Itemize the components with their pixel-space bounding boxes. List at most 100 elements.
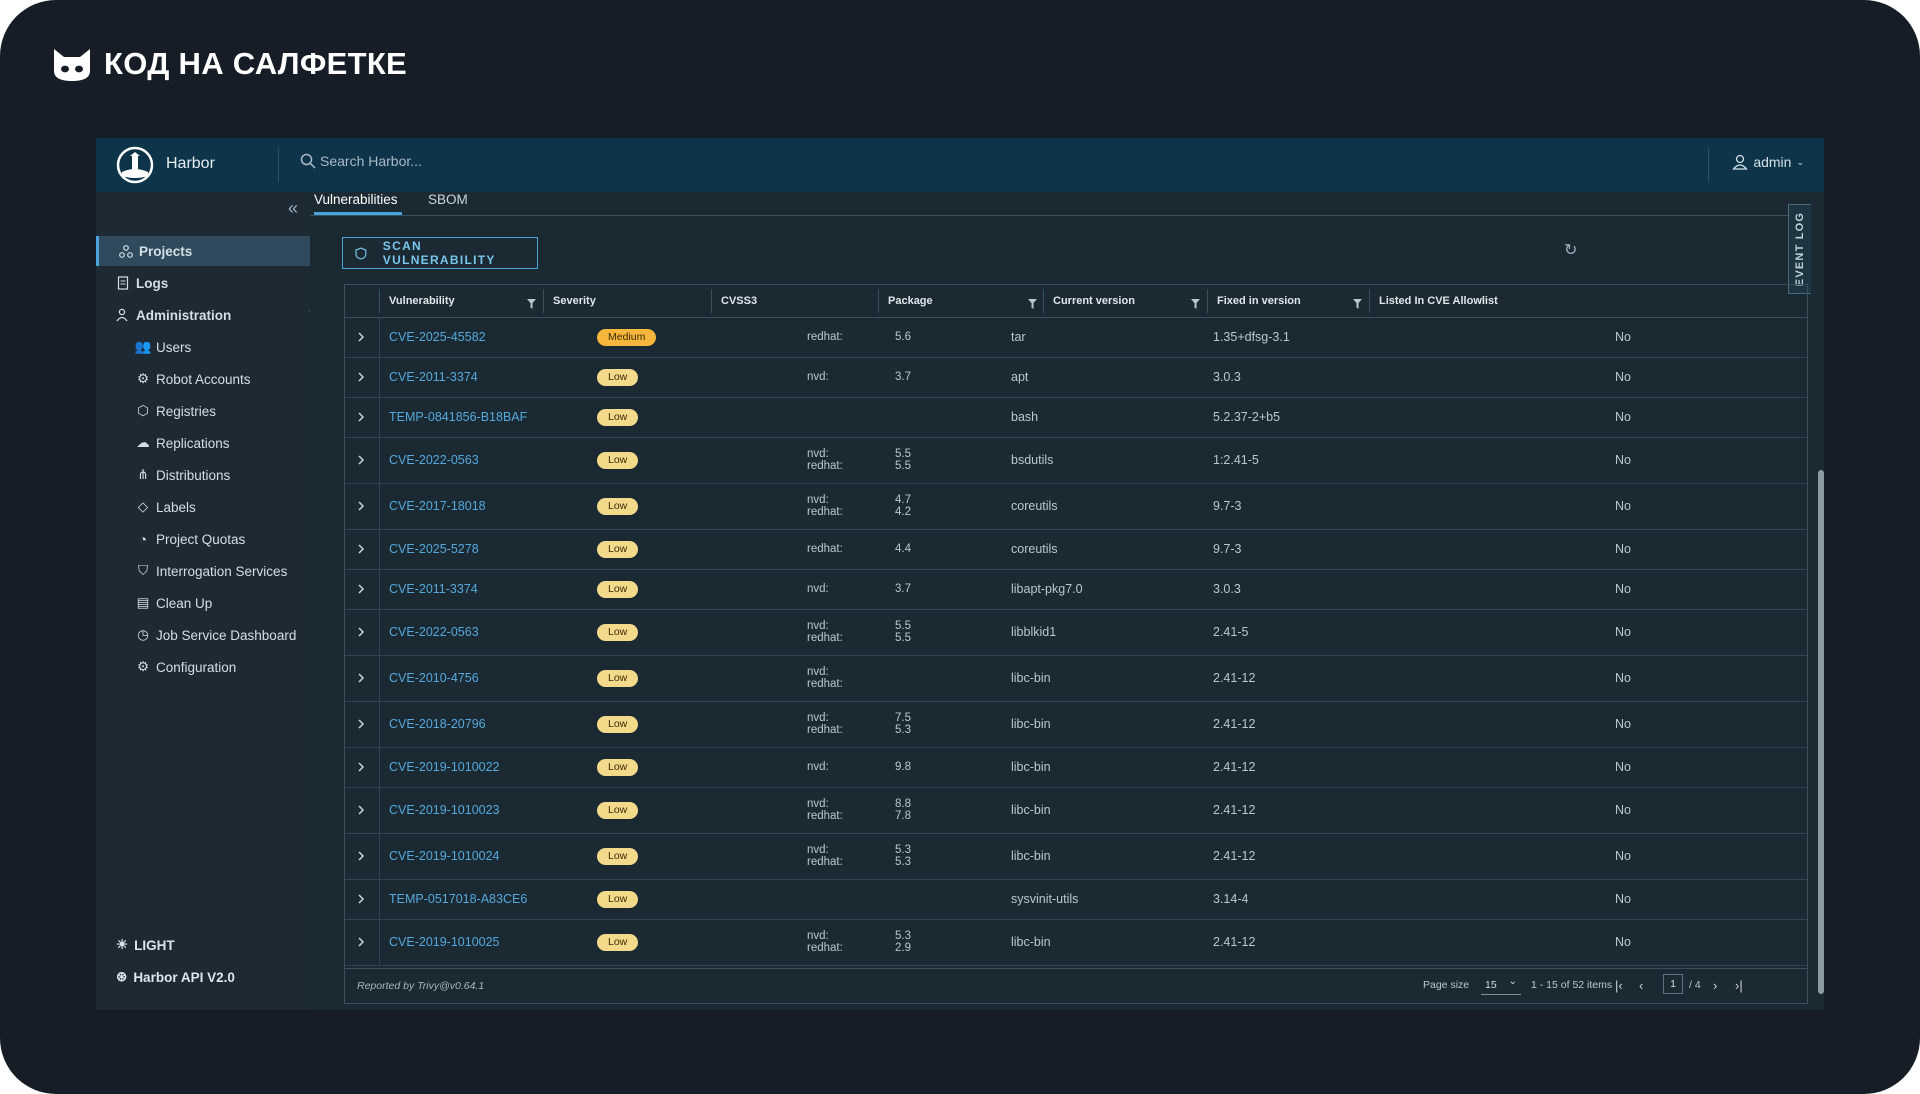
first-page-icon[interactable]: |‹: [1615, 978, 1623, 993]
sidebar-item-registries[interactable]: ⬡ Registries: [96, 396, 350, 426]
sidebar-item-labels[interactable]: ◇ Labels: [96, 492, 350, 522]
table-row[interactable]: TEMP-0841856-B18BAF Low bash 5.2.37-2+b5…: [345, 397, 1807, 438]
api-link[interactable]: ⊛ Harbor API V2.0: [96, 964, 330, 990]
cve-link[interactable]: CVE-2017-18018: [389, 483, 486, 529]
sidebar-item-job-service-dashboard[interactable]: ◷ Job Service Dashboard: [96, 620, 350, 650]
cve-link[interactable]: CVE-2019-1010023: [389, 787, 500, 833]
cve-link[interactable]: CVE-2025-45582: [389, 317, 486, 357]
expand-row-icon[interactable]: [353, 317, 369, 357]
table-row[interactable]: CVE-2018-20796 Low nvd: redhat: 7.5 5.3 li…: [345, 701, 1807, 748]
sidebar-item-distributions[interactable]: ⋔ Distributions: [96, 460, 350, 490]
expand-row-icon[interactable]: [353, 529, 369, 569]
expand-row-icon[interactable]: [353, 879, 369, 919]
next-page-icon[interactable]: ›: [1713, 978, 1718, 993]
cve-link[interactable]: CVE-2010-4756: [389, 655, 479, 701]
cvss-scores: 5.3 5.3: [895, 833, 911, 879]
column-cvss3[interactable]: CVSS3: [721, 285, 757, 317]
expand-row-icon[interactable]: [353, 437, 369, 483]
expand-row-icon[interactable]: [353, 747, 369, 787]
cve-link[interactable]: CVE-2025-5278: [389, 529, 479, 569]
previous-page-icon[interactable]: ‹: [1639, 978, 1644, 993]
user-menu[interactable]: admin ⌄: [1732, 154, 1804, 170]
sidebar-item-administration[interactable]: Administration: [96, 300, 330, 330]
column-allowlist[interactable]: Listed In CVE Allowlist: [1379, 285, 1498, 317]
table-row[interactable]: CVE-2011-3374 Low nvd: 3.7 apt 3.0.3 No: [345, 357, 1807, 398]
expand-row-icon[interactable]: [353, 655, 369, 701]
cve-link[interactable]: CVE-2019-1010024: [389, 833, 500, 879]
cve-link[interactable]: CVE-2022-0563: [389, 437, 479, 483]
filter-icon[interactable]: [1028, 296, 1037, 314]
refresh-icon[interactable]: ↻: [1564, 242, 1578, 259]
table-row[interactable]: CVE-2019-1010025 Low nvd: redhat: 5.3 2.9 …: [345, 919, 1807, 966]
scan-vulnerability-button[interactable]: SCAN VULNERABILITY: [342, 237, 538, 269]
search-input[interactable]: Search Harbor...: [320, 153, 422, 169]
column-severity[interactable]: Severity: [553, 285, 596, 317]
column-package[interactable]: Package: [888, 285, 933, 317]
event-log-tab[interactable]: EVENT LOG: [1788, 204, 1811, 294]
cvss-score: 5.5: [895, 620, 911, 632]
table-row[interactable]: TEMP-0517018-A83CE6 Low sysvinit-utils 3…: [345, 879, 1807, 920]
sidebar-item-users[interactable]: 👥 Users: [96, 332, 350, 362]
table-row[interactable]: CVE-2019-1010022 Low nvd: 9.8 libc-bin 2…: [345, 747, 1807, 788]
cve-link[interactable]: CVE-2011-3374: [389, 569, 478, 609]
severity-cell: Low: [597, 529, 639, 569]
last-page-icon[interactable]: ›|: [1735, 978, 1743, 993]
table-row[interactable]: CVE-2025-45582 Medium redhat: 5.6 tar 1.…: [345, 317, 1807, 358]
row-divider: [379, 483, 380, 529]
table-row[interactable]: CVE-2010-4756 Low nvd: redhat: libc-bin 2…: [345, 655, 1807, 702]
table-row[interactable]: CVE-2025-5278 Low redhat: 4.4 coreutils …: [345, 529, 1807, 570]
tab-sbom[interactable]: SBOM: [428, 192, 468, 207]
collapse-sidebar-icon[interactable]: «: [287, 198, 298, 218]
filter-icon[interactable]: [1191, 296, 1200, 314]
search-bar[interactable]: Search Harbor...: [300, 153, 422, 169]
cve-link[interactable]: CVE-2018-20796: [389, 701, 486, 747]
cvss-sources: nvd: redhat:: [807, 833, 843, 879]
table-row[interactable]: CVE-2017-18018 Low nvd: redhat: 4.7 4.2 co…: [345, 483, 1807, 530]
filter-icon[interactable]: [527, 296, 536, 314]
expand-row-icon[interactable]: [353, 397, 369, 437]
table-row[interactable]: CVE-2022-0563 Low nvd: redhat: 5.5 5.5 bsd…: [345, 437, 1807, 484]
sidebar-item-projects[interactable]: Projects: [96, 236, 310, 266]
app-title[interactable]: Harbor: [166, 155, 215, 172]
scrollbar[interactable]: [1818, 470, 1824, 994]
cvss-source: redhat:: [807, 632, 843, 644]
sidebar-item-configuration[interactable]: ⚙ Configuration: [96, 652, 350, 682]
column-current-version[interactable]: Current version: [1053, 285, 1135, 317]
cve-id: CVE-2025-5278: [389, 542, 479, 556]
table-row[interactable]: CVE-2022-0563 Low nvd: redhat: 5.5 5.5 lib…: [345, 609, 1807, 656]
cve-link[interactable]: CVE-2019-1010025: [389, 919, 500, 965]
scan-button-label: SCAN VULNERABILITY: [382, 239, 496, 267]
sidebar-item-clean-up[interactable]: ▤ Clean Up: [96, 588, 350, 618]
sidebar-item-project-quotas[interactable]: ◔ Project Quotas: [96, 524, 350, 554]
table-row[interactable]: CVE-2019-1010024 Low nvd: redhat: 5.3 5.3 …: [345, 833, 1807, 880]
page-number-input[interactable]: 1: [1663, 974, 1683, 994]
filter-icon[interactable]: [1353, 296, 1362, 314]
tab-vulnerabilities[interactable]: Vulnerabilities: [314, 192, 398, 207]
column-fixed-version[interactable]: Fixed in version: [1217, 285, 1301, 317]
cve-link[interactable]: CVE-2019-1010022: [389, 747, 500, 787]
sidebar-item-robot-accounts[interactable]: ⚙ Robot Accounts: [96, 364, 350, 394]
theme-toggle[interactable]: ☀ LIGHT: [96, 932, 330, 958]
expand-row-icon[interactable]: [353, 787, 369, 833]
page-size-select[interactable]: 15 ⌄: [1481, 976, 1521, 995]
sidebar-item-logs[interactable]: Logs: [96, 268, 330, 298]
column-vulnerability[interactable]: Vulnerability: [389, 285, 455, 317]
cve-link[interactable]: CVE-2022-0563: [389, 609, 479, 655]
table-row[interactable]: CVE-2019-1010023 Low nvd: redhat: 8.8 7.8 …: [345, 787, 1807, 834]
expand-row-icon[interactable]: [353, 483, 369, 529]
expand-row-icon[interactable]: [353, 701, 369, 747]
expand-row-icon[interactable]: [353, 833, 369, 879]
sidebar-item-replications[interactable]: ☁ Replications: [96, 428, 350, 458]
cvss-source: nvd:: [807, 712, 829, 724]
expand-row-icon[interactable]: [353, 569, 369, 609]
harbor-logo-icon[interactable]: [116, 146, 154, 184]
expand-row-icon[interactable]: [353, 919, 369, 965]
cve-link[interactable]: TEMP-0517018-A83CE6: [389, 879, 527, 919]
table-row[interactable]: CVE-2011-3374 Low nvd: 3.7 libapt-pkg7.0…: [345, 569, 1807, 610]
cve-link[interactable]: TEMP-0841856-B18BAF: [389, 397, 527, 437]
column-label: Severity: [553, 295, 596, 307]
sidebar-item-interrogation-services[interactable]: ⛉ Interrogation Services: [96, 556, 350, 586]
expand-row-icon[interactable]: [353, 609, 369, 655]
expand-row-icon[interactable]: [353, 357, 369, 397]
cve-link[interactable]: CVE-2011-3374: [389, 357, 478, 397]
